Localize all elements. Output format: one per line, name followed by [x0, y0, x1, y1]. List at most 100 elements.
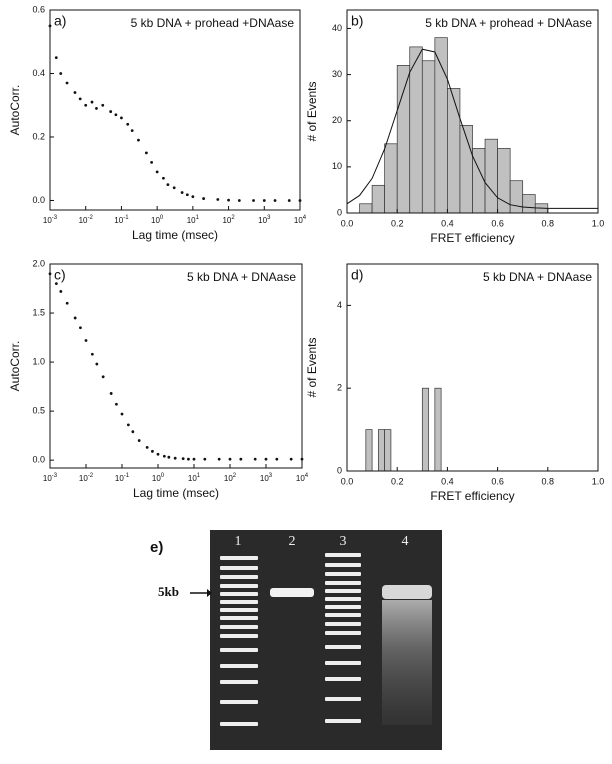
data-point — [173, 456, 177, 460]
data-point — [144, 151, 148, 155]
data-point — [237, 199, 241, 202]
data-point — [84, 339, 88, 342]
data-point — [126, 423, 130, 427]
x-tick-label: 0.4 — [441, 476, 454, 486]
x-tick-label: 10-3 — [43, 215, 58, 226]
tick-base: 10 — [188, 474, 197, 483]
data-point — [95, 362, 99, 366]
y-tick-label: 30 — [332, 69, 342, 79]
histogram-bar — [371, 184, 386, 214]
histogram-bar — [396, 65, 411, 214]
y-tick-label: 0.4 — [32, 68, 45, 78]
data-point — [167, 455, 171, 459]
histogram-bar — [484, 138, 498, 214]
y-tick-label: 1.0 — [32, 356, 45, 366]
y-tick-label: 0.5 — [32, 405, 45, 415]
plot-frame — [346, 9, 599, 214]
data-point — [252, 199, 255, 202]
x-tick-label: 10-2 — [79, 215, 94, 226]
data-point — [65, 81, 69, 85]
data-point — [84, 103, 88, 107]
data-point — [217, 457, 221, 461]
data-point — [191, 195, 195, 199]
ladder-band — [220, 680, 258, 684]
tick-exponent: -1 — [124, 473, 130, 479]
panel-title: 5 kb DNA + prohead +DNAase — [131, 16, 295, 30]
x-tick-label: 0.6 — [491, 476, 504, 486]
ladder-band — [220, 648, 258, 652]
histogram-bar — [472, 148, 486, 214]
ladder-band — [220, 700, 258, 704]
data-point — [185, 193, 189, 197]
x-tick-label: 101 — [187, 215, 200, 226]
tick-base: 10 — [222, 216, 231, 225]
ladder-band — [220, 616, 258, 620]
data-point — [273, 199, 277, 202]
histogram-bar — [522, 194, 536, 214]
data-point — [253, 457, 257, 461]
size-marker: 5kb — [158, 584, 179, 599]
data-point — [216, 198, 220, 201]
x-tick-label: 0.2 — [391, 476, 404, 486]
data-point — [289, 457, 293, 461]
x-tick-label: 10-3 — [43, 473, 58, 484]
ladder-band — [325, 645, 361, 649]
lane-label: 1 — [235, 534, 242, 549]
tick-exponent: -3 — [52, 473, 58, 479]
x-tick-label: 102 — [222, 215, 235, 226]
x-tick-label: 101 — [188, 473, 201, 484]
data-point — [90, 352, 94, 356]
panel-title: 5 kb DNA + DNAase — [483, 270, 592, 284]
y-tick-label: 0 — [337, 207, 342, 217]
ladder-band — [220, 608, 258, 612]
tick-exponent: 3 — [269, 473, 273, 479]
gel-image: e) 1 2 3 4 5kb — [150, 530, 442, 750]
data-point — [59, 72, 63, 75]
y-tick-label: 4 — [337, 300, 342, 310]
data-point — [101, 103, 105, 107]
x-tick-label: 100 — [152, 473, 165, 484]
histogram-bar — [434, 37, 448, 214]
panel-label: d) — [351, 267, 363, 283]
ladder-band — [220, 556, 258, 560]
data-point — [202, 197, 206, 200]
y-tick-label: 0.0 — [32, 455, 45, 465]
y-tick-label: 0 — [337, 465, 342, 475]
data-point — [109, 392, 113, 395]
x-tick-label: 0.0 — [341, 218, 354, 228]
data-point — [115, 402, 118, 406]
tick-exponent: -2 — [88, 473, 94, 479]
lane-label: 4 — [402, 534, 409, 549]
data-point — [155, 170, 159, 174]
ladder-band — [325, 677, 361, 681]
tick-exponent: 0 — [161, 473, 165, 479]
x-axis-label: Lag time (msec) — [133, 486, 219, 500]
ladder-band — [325, 597, 361, 601]
data-point — [228, 457, 232, 461]
data-point — [78, 97, 82, 101]
data-point — [131, 430, 135, 434]
y-axis-label: AutoCorr. — [8, 341, 22, 392]
x-tick-label: 104 — [296, 473, 309, 484]
ladder-band — [325, 581, 361, 585]
plot-frame — [346, 263, 599, 472]
ladder-band — [220, 600, 258, 604]
ladder-band — [220, 664, 258, 668]
tick-base: 10 — [258, 216, 267, 225]
y-tick-label: 2.0 — [32, 258, 45, 268]
y-tick-label: 40 — [332, 23, 342, 33]
tick-exponent: -1 — [123, 215, 129, 221]
data-point — [275, 457, 279, 461]
tick-base: 10 — [294, 216, 303, 225]
data-point — [109, 110, 113, 113]
y-tick-label: 2 — [337, 383, 342, 393]
data-point — [151, 449, 154, 453]
panel-label: e) — [150, 539, 163, 556]
data-point — [262, 199, 266, 202]
histogram-bar — [509, 180, 524, 214]
x-tick-label: 0.2 — [391, 218, 404, 228]
gel-band — [270, 588, 314, 597]
x-tick-label: 0.8 — [542, 476, 555, 486]
ladder-band — [325, 553, 361, 557]
ladder-band — [325, 697, 361, 701]
